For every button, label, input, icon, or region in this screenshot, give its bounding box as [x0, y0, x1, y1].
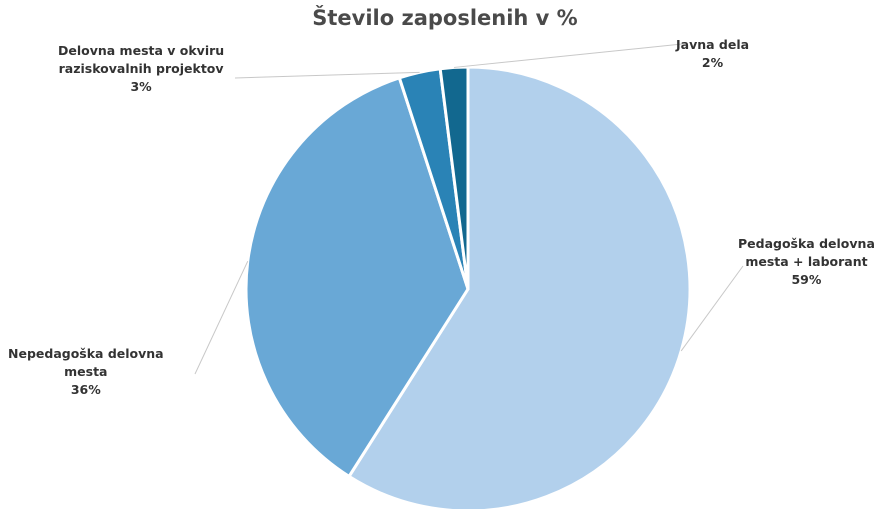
slice-percent: 59% — [791, 272, 822, 287]
leader-line-pedagoska — [680, 265, 744, 352]
slice-label-raziskovalni: Delovna mesta v okviru raziskovalnih pro… — [58, 42, 224, 96]
leader-line-raziskovalni — [234, 71, 420, 79]
slice-label-nepedagoska: Nepedagoška delovna mesta 36% — [8, 345, 164, 399]
slice-label-javna-dela: Javna dela 2% — [676, 36, 749, 72]
slice-javna-dela — [438, 65, 470, 290]
slice-label-line: Javna dela — [676, 37, 750, 52]
slice-label-line: mesta + laborant — [745, 254, 868, 269]
slice-percent: 36% — [70, 382, 101, 397]
slice-nepedagoska — [244, 75, 470, 479]
slice-pedagoska — [346, 65, 692, 509]
leader-line-nepedagoska — [194, 260, 249, 375]
slice-label-line: Pedagoška delovna — [738, 236, 875, 251]
pie-slices — [244, 65, 692, 509]
chart-title: Število zaposlenih v % — [312, 6, 578, 30]
slice-percent: 2% — [701, 55, 724, 70]
slice-percent: 3% — [130, 79, 152, 94]
leader-line-javna-dela — [454, 43, 683, 68]
slice-label-line: Delovna mesta v okviru — [58, 43, 225, 58]
slice-label-pedagoska: Pedagoška delovna mesta + laborant 59% — [738, 235, 875, 289]
slice-label-line: raziskovalnih projektov — [58, 61, 224, 76]
leader-lines — [194, 43, 744, 375]
slice-label-line: Nepedagoška delovna — [8, 346, 164, 361]
slice-label-line: mesta — [64, 364, 108, 379]
